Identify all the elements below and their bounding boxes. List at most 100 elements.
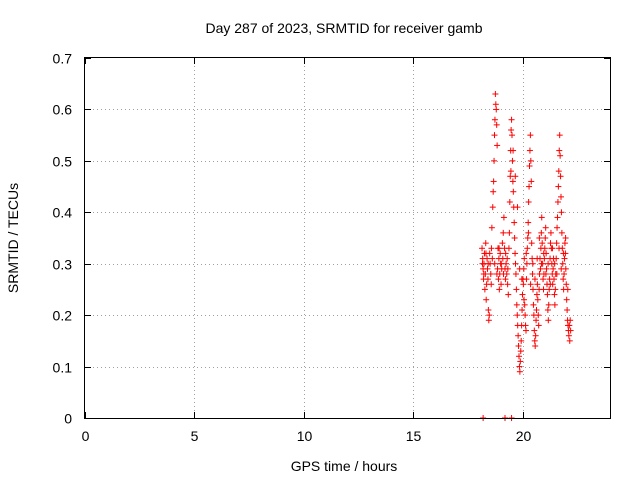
data-point: [566, 337, 573, 344]
data-point: [560, 276, 567, 283]
x-tick-label: 10: [297, 428, 313, 444]
data-point: [515, 343, 522, 349]
data-point: [505, 245, 512, 252]
data-point: [554, 199, 561, 205]
data-point: [525, 229, 532, 236]
data-point: [558, 209, 565, 216]
data-point: [510, 188, 517, 195]
data-point: [486, 312, 493, 319]
data-point: [491, 260, 498, 267]
data-point: [538, 214, 545, 221]
data-point: [491, 132, 498, 139]
data-point: [498, 281, 505, 288]
data-point: [492, 101, 499, 108]
data-point: [516, 368, 523, 375]
data-point: [516, 363, 523, 370]
plot-frame: [84, 57, 611, 419]
data-point: [479, 260, 486, 267]
data-point: [482, 240, 489, 247]
data-point: [556, 245, 563, 252]
data-point: [551, 260, 558, 267]
data-point: [558, 229, 565, 236]
data-point: [512, 250, 519, 257]
data-point: [522, 312, 529, 319]
data-point: [546, 286, 553, 293]
data-point: [493, 106, 500, 113]
data-point: [491, 157, 498, 164]
data-point: [552, 286, 559, 293]
data-point: [538, 229, 545, 236]
data-point: [519, 291, 526, 298]
data-point: [530, 286, 536, 293]
y-tick-label: 0.5: [53, 154, 73, 170]
data-point: [532, 343, 539, 349]
data-point: [540, 286, 547, 293]
data-point: [545, 301, 552, 308]
data-point: [485, 260, 492, 267]
data-point: [504, 281, 511, 288]
data-point: [527, 281, 534, 288]
y-tick-label: 0.2: [53, 308, 73, 324]
data-point: [529, 255, 536, 262]
data-point: [524, 245, 531, 252]
data-point: [491, 116, 498, 123]
data-point: [504, 255, 511, 262]
data-point: [559, 260, 566, 267]
data-point: [490, 188, 497, 195]
data-point: [553, 271, 560, 277]
data-point: [523, 327, 529, 334]
data-point: [557, 173, 564, 180]
data-point: [511, 219, 518, 226]
data-point: [540, 250, 547, 257]
data-point: [526, 147, 533, 154]
data-point: [526, 183, 533, 190]
data-point: [557, 152, 564, 159]
data-point: [563, 296, 570, 303]
data-point: [488, 245, 495, 252]
data-point: [544, 307, 551, 313]
data-point: [549, 245, 556, 252]
data-point: [489, 255, 496, 262]
data-point: [514, 312, 521, 319]
data-point: [530, 301, 537, 308]
data-point: [496, 286, 503, 293]
data-point: [545, 317, 552, 324]
data-point: [524, 235, 531, 241]
data-point: [517, 358, 524, 365]
data-point: [493, 121, 500, 128]
data-point: [480, 271, 487, 277]
data-point: [484, 265, 491, 272]
data-point: [547, 240, 554, 247]
data-points: [479, 91, 574, 421]
data-point: [528, 240, 535, 247]
data-point: [535, 322, 542, 329]
data-point: [489, 204, 496, 211]
x-tick-label: 20: [516, 428, 532, 444]
data-point: [523, 260, 530, 267]
data-point: [509, 178, 516, 185]
data-point: [513, 286, 520, 293]
tick-labels: 0 5 10 15 20 0 0.1 0.2 0.3 0.4 0.5 0.6 0.7: [53, 51, 532, 445]
chart-title: Day 287 of 2023, SRMTID for receiver gam…: [205, 20, 482, 36]
data-point: [525, 199, 532, 205]
data-point: [565, 332, 572, 339]
y-tick-label: 0.1: [53, 360, 73, 376]
data-point: [556, 132, 563, 139]
data-point: [529, 271, 536, 277]
grid-lines: [85, 58, 610, 418]
data-point: [567, 327, 574, 334]
data-point: [496, 245, 503, 252]
data-point: [481, 286, 488, 293]
data-point: [535, 312, 542, 319]
data-point: [482, 250, 489, 257]
data-point: [540, 276, 547, 283]
data-point: [500, 229, 507, 236]
data-point: [544, 291, 551, 298]
data-point: [500, 214, 507, 221]
data-point: [499, 240, 506, 247]
y-tick-label: 0.6: [53, 102, 73, 118]
data-point: [515, 332, 522, 339]
data-point: [510, 147, 517, 154]
data-point: [509, 157, 516, 164]
data-point: [521, 255, 528, 262]
